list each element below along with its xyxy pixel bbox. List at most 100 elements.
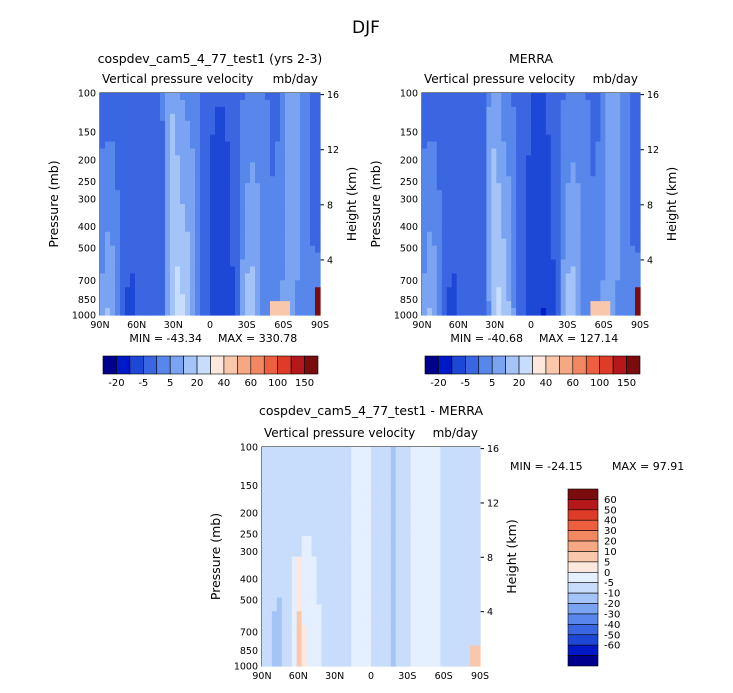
heatmap-cell: [326, 474, 332, 482]
heatmap-cell: [555, 197, 562, 205]
heatmap-cell: [531, 301, 537, 309]
heatmap-cell: [425, 638, 432, 647]
heatmap-cell: [476, 93, 483, 101]
heatmap-cell: [270, 190, 276, 198]
heatmap-cell: [375, 659, 382, 667]
heatmap-cell: [295, 127, 301, 136]
heatmap-cell: [535, 134, 542, 143]
heatmap-cell: [390, 549, 397, 558]
heatmap-cell: [440, 460, 446, 469]
heatmap-cell: [410, 577, 417, 585]
heatmap-cell: [296, 488, 303, 496]
heatmap-cell: [446, 190, 453, 198]
heatmap-cell: [441, 162, 448, 170]
heatmap-cell: [200, 183, 206, 191]
heatmap-cell: [466, 301, 473, 309]
heatmap-cell: [190, 273, 196, 281]
heatmap-cell: [215, 134, 221, 143]
heatmap-cell: [291, 604, 298, 612]
heatmap-cell: [195, 106, 201, 115]
heatmap-cell: [385, 460, 392, 469]
heatmap-cell: [531, 106, 537, 115]
heatmap-cell: [175, 99, 181, 108]
heatmap-cell: [260, 204, 266, 212]
heatmap-cell: [305, 204, 311, 212]
colorbar-label: 20: [604, 537, 617, 548]
heatmap-cell: [440, 549, 446, 558]
heatmap-cell: [200, 169, 206, 177]
heatmap-cell: [276, 453, 283, 462]
heatmap-cell: [560, 217, 567, 226]
colorbar-label: -30: [604, 609, 620, 620]
heatmap-cell: [266, 624, 273, 633]
heatmap-cell: [290, 245, 296, 254]
heatmap-cell: [301, 515, 308, 523]
heatmap-cell: [545, 294, 552, 302]
heatmap-cell: [276, 618, 283, 626]
heatmap-cell: [471, 308, 478, 316]
heatmap-cell: [565, 308, 572, 316]
heatmap-cell: [145, 252, 151, 261]
heatmap-cell: [471, 273, 478, 281]
heatmap-cell: [296, 556, 303, 564]
heatmap-cell: [115, 141, 121, 150]
heatmap-cell: [476, 183, 483, 191]
heatmap-cell: [210, 266, 216, 274]
heatmap-cell: [321, 638, 327, 647]
heatmap-cell: [130, 252, 136, 261]
heatmap-cell: [431, 176, 438, 184]
heatmap-cell: [311, 604, 318, 612]
heatmap-cell: [160, 134, 166, 143]
heatmap-cell: [361, 494, 367, 503]
heatmap-cell: [471, 197, 478, 205]
heatmap-cell: [311, 467, 318, 475]
heatmap-cell: [185, 210, 191, 219]
heatmap-cell: [431, 120, 438, 129]
heatmap-cell: [316, 556, 323, 564]
y2-tick-label: 16: [647, 90, 659, 101]
heatmap-cell: [271, 460, 278, 469]
heatmap-cell: [245, 120, 251, 129]
heatmap-cell: [516, 106, 522, 115]
heatmap-cell: [305, 183, 311, 191]
heatmap-cell: [326, 453, 332, 462]
min-label: MIN = -40.68: [450, 332, 523, 345]
heatmap-cell: [460, 563, 466, 571]
heatmap-cell: [255, 183, 261, 191]
heatmap-cell: [135, 134, 141, 143]
heatmap-cell: [155, 266, 161, 274]
heatmap-cell: [625, 190, 631, 198]
heatmap-cell: [275, 155, 281, 163]
heatmap-cell: [431, 308, 438, 316]
heatmap-cell: [550, 134, 557, 143]
heatmap-cell: [526, 127, 532, 136]
heatmap-cell: [410, 549, 417, 558]
heatmap-cell: [160, 93, 166, 101]
heatmap-cell: [150, 259, 156, 268]
heatmap-cell: [185, 169, 191, 177]
max-label: MAX = 127.14: [539, 332, 618, 345]
heatmap-cell: [426, 169, 433, 177]
heatmap-cell: [580, 210, 587, 219]
heatmap-cell: [615, 127, 621, 136]
heatmap-cell: [630, 204, 636, 212]
heatmap-cell: [635, 210, 641, 219]
heatmap-cell: [635, 238, 641, 247]
heatmap-cell: [215, 308, 221, 316]
heatmap-cell: [476, 231, 483, 240]
heatmap-cell: [255, 93, 261, 101]
heatmap-cell: [285, 169, 291, 177]
heatmap-cell: [461, 134, 468, 143]
heatmap-cell: [380, 474, 387, 482]
heatmap-cell: [200, 259, 206, 268]
heatmap-cell: [565, 155, 572, 163]
heatmap-cell: [185, 148, 191, 157]
heatmap-cell: [130, 245, 136, 254]
heatmap-cell: [155, 134, 161, 143]
heatmap-cell: [385, 631, 392, 640]
heatmap-cell: [446, 169, 453, 177]
heatmap-cell: [451, 155, 458, 163]
heatmap-cell: [615, 197, 621, 205]
heatmap-cell: [356, 508, 362, 517]
heatmap-cell: [250, 245, 256, 254]
